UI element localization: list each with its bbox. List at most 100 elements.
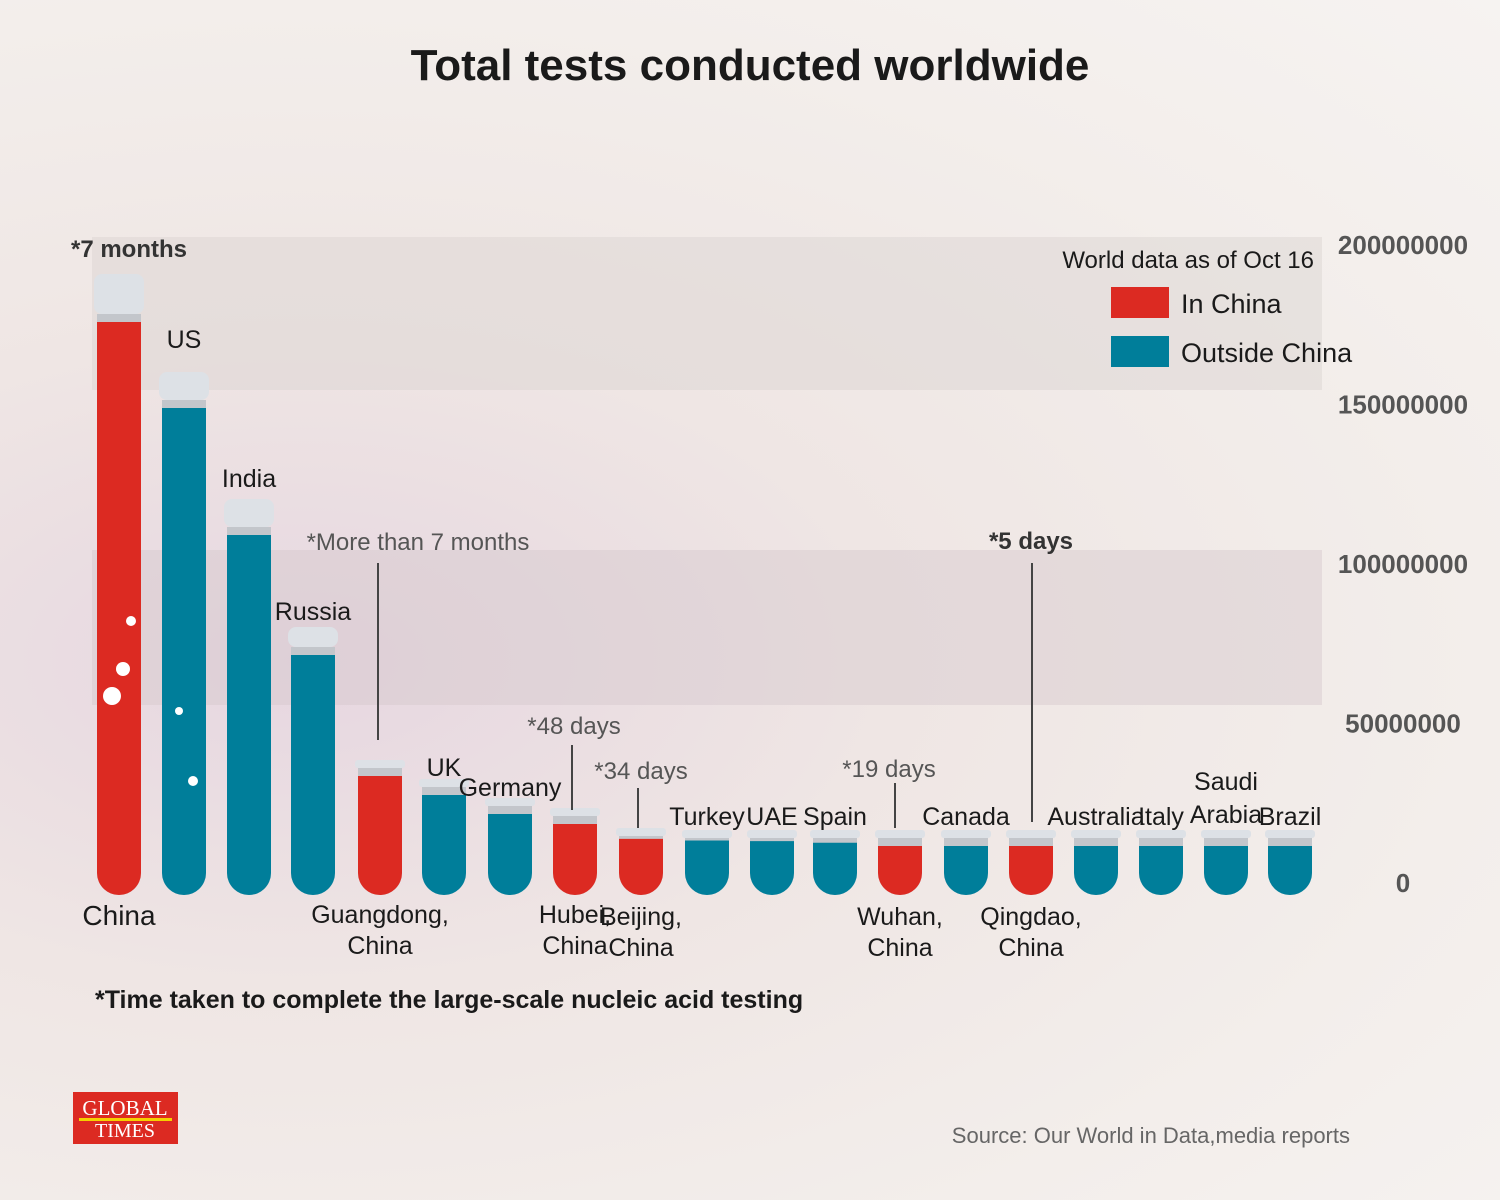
- bar-fill: [291, 655, 335, 895]
- category-label: China: [347, 932, 412, 960]
- category-label: Germany: [459, 774, 562, 802]
- category-label: Hubei,: [539, 901, 611, 929]
- y-tick-label: 50000000: [1345, 709, 1461, 739]
- legend-swatch-in-china: [1111, 287, 1169, 318]
- annotation-label: *5 days: [989, 528, 1073, 555]
- bar-fill: [97, 322, 141, 895]
- tube-germany: [485, 798, 535, 895]
- bar-fill: [227, 535, 271, 895]
- tube-australia: [1071, 830, 1121, 895]
- legend-title: World data as of Oct 16: [1062, 247, 1314, 274]
- footnote: *Time taken to complete the large-scale …: [95, 986, 803, 1014]
- y-tick-label: 150000000: [1338, 390, 1468, 420]
- tube-hubei-china: [550, 808, 600, 895]
- category-label: Turkey: [669, 803, 745, 831]
- tube-cap: [355, 760, 405, 768]
- tube-china: [94, 274, 144, 895]
- tube-india: [224, 499, 274, 895]
- bar-fill: [553, 824, 597, 895]
- bar-fill: [685, 840, 729, 895]
- category-label: India: [222, 465, 276, 493]
- bar-fill: [1139, 846, 1183, 895]
- tube-guangdong-china: [355, 760, 405, 895]
- band-lower: [92, 550, 1322, 705]
- category-label: Saudi: [1194, 768, 1258, 796]
- tube-turkey: [682, 830, 732, 895]
- tube-cap: [1071, 830, 1121, 838]
- tube-cap: [810, 830, 860, 838]
- tube-cap: [1006, 830, 1056, 838]
- tube-cap: [550, 808, 600, 816]
- category-label: UAE: [746, 803, 797, 831]
- tube-saudi-arabia: [1201, 830, 1251, 895]
- tube-italy: [1136, 830, 1186, 895]
- tube-uae: [747, 830, 797, 895]
- bubble: [116, 662, 130, 676]
- tube-cap: [1265, 830, 1315, 838]
- bar-fill: [878, 845, 922, 895]
- bubble: [103, 687, 121, 705]
- tube-cap: [485, 798, 535, 806]
- tube-cap: [1136, 830, 1186, 838]
- category-label: Australia: [1047, 803, 1144, 831]
- annotation-label: *34 days: [594, 758, 687, 785]
- bar-fill: [813, 842, 857, 895]
- category-label: Wuhan,: [857, 903, 943, 931]
- tube-cap: [1201, 830, 1251, 838]
- category-label: Arabia: [1190, 801, 1262, 829]
- chart-title: Total tests conducted worldwide: [411, 41, 1090, 90]
- legend: World data as of Oct 16 In China Outside…: [1062, 247, 1353, 368]
- category-label: China: [867, 934, 932, 962]
- legend-label-outside-china: Outside China: [1181, 338, 1353, 368]
- legend-swatch-outside-china: [1111, 336, 1169, 367]
- annotation-label: *7 months: [71, 236, 187, 263]
- tube-qingdao-china: [1006, 830, 1056, 895]
- category-label: Italy: [1138, 803, 1184, 831]
- tube-cap: [288, 627, 338, 647]
- svg-text:GLOBAL: GLOBAL: [82, 1096, 167, 1120]
- tube-uk: [419, 779, 469, 895]
- annotation-label: *More than 7 months: [307, 529, 530, 556]
- category-label: China: [542, 932, 607, 960]
- bar-fill: [1009, 846, 1053, 895]
- category-label: China: [998, 934, 1063, 962]
- tube-spain: [810, 830, 860, 895]
- tube-cap: [224, 499, 274, 527]
- tube-beijing-china: [616, 828, 666, 895]
- bar-fill: [1074, 846, 1118, 895]
- tube-russia: [288, 627, 338, 895]
- category-label: Brazil: [1259, 803, 1322, 831]
- bar-fill: [162, 408, 206, 895]
- category-label: Qingdao,: [980, 903, 1081, 931]
- bar-fill: [422, 795, 466, 895]
- bar-fill: [619, 838, 663, 895]
- bubble: [175, 707, 183, 715]
- tube-cap: [616, 828, 666, 836]
- category-label: Canada: [922, 803, 1010, 831]
- tube-brazil: [1265, 830, 1315, 895]
- tube-wuhan-china: [875, 830, 925, 895]
- svg-text:TIMES: TIMES: [95, 1120, 155, 1142]
- bar-fill: [358, 776, 402, 895]
- y-tick-label: 100000000: [1338, 549, 1468, 579]
- tube-cap: [94, 274, 144, 314]
- bar-fill: [1204, 846, 1248, 895]
- category-label: Spain: [803, 803, 867, 831]
- category-label: US: [167, 326, 202, 354]
- category-label: UK: [427, 754, 462, 782]
- category-label: Beijing,: [600, 903, 682, 931]
- bar-fill: [750, 841, 794, 895]
- y-tick-label: 200000000: [1338, 230, 1468, 260]
- tube-cap: [747, 830, 797, 838]
- category-label: China: [82, 900, 156, 931]
- bubble: [126, 616, 136, 626]
- tube-cap: [159, 372, 209, 400]
- y-tick-label: 0: [1396, 868, 1410, 898]
- bar-fill: [488, 814, 532, 895]
- legend-label-in-china: In China: [1181, 289, 1283, 319]
- tube-cap: [682, 830, 732, 838]
- tube-cap: [419, 779, 469, 787]
- category-label: Guangdong,: [311, 901, 449, 929]
- category-label: China: [608, 934, 673, 962]
